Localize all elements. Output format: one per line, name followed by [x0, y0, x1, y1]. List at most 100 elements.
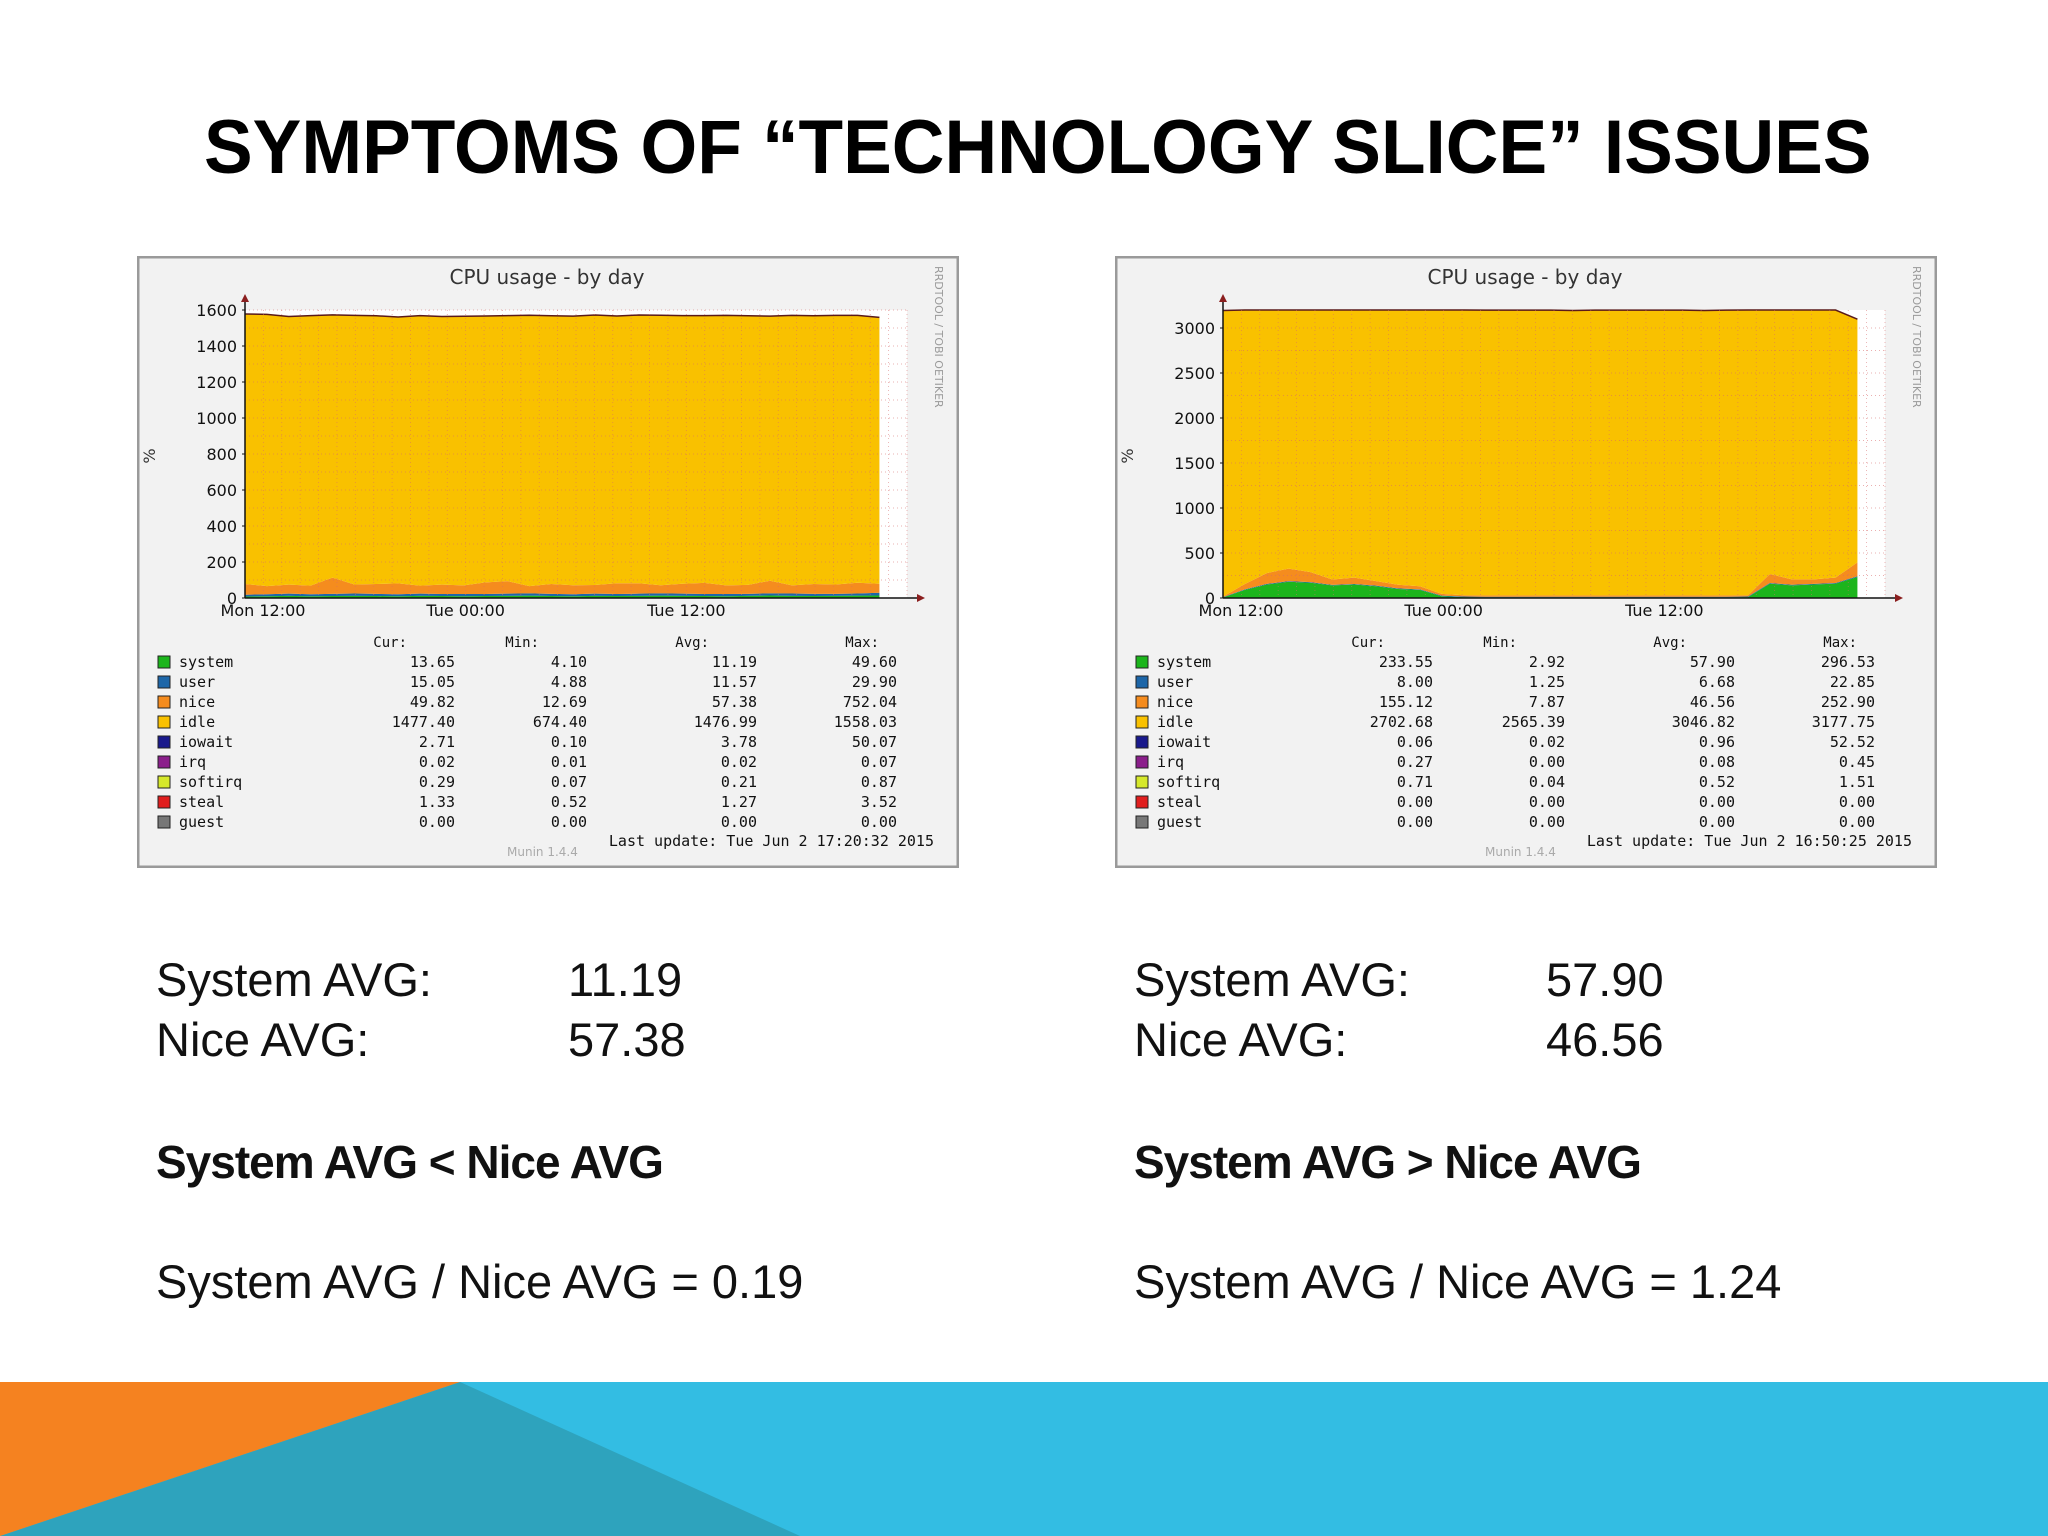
x-tick-label: Mon 12:00	[1199, 601, 1284, 620]
legend-value: 0.52	[1699, 773, 1735, 791]
legend-name: idle	[1157, 713, 1193, 731]
legend-header: Max:	[845, 635, 879, 651]
y-tick-label: 800	[206, 445, 237, 464]
legend-value: 11.19	[712, 653, 757, 671]
legend-value: 1476.99	[694, 713, 757, 731]
munin-version: Munin 1.4.4	[1485, 845, 1556, 859]
comparison-text: System AVG > Nice AVG	[1134, 1136, 1642, 1188]
legend-swatch-steal	[157, 795, 171, 809]
legend-header: Avg:	[675, 635, 709, 651]
legend-value: 0.00	[1397, 793, 1433, 811]
legend-value: 0.00	[1839, 813, 1875, 831]
y-tick-label: 3000	[1174, 319, 1215, 338]
series-nice	[245, 577, 880, 595]
legend-swatch-nice	[1135, 695, 1149, 709]
legend-value: 4.88	[551, 673, 587, 691]
legend-value: 3046.82	[1672, 713, 1735, 731]
legend-value: 0.00	[1529, 813, 1565, 831]
y-tick-label: 1000	[1174, 499, 1215, 518]
y-tick-label: 1200	[196, 373, 237, 392]
side-label: RRDTOOL / TOBI OETIKER	[1910, 266, 1923, 408]
legend-value: 0.00	[1699, 813, 1735, 831]
legend-value: 3.52	[861, 793, 897, 811]
x-tick-label: Tue 12:00	[1624, 601, 1704, 620]
legend-swatch-softirq	[1135, 775, 1149, 789]
legend-name: steal	[1157, 793, 1202, 811]
legend-swatch-steal	[1135, 795, 1149, 809]
series-system	[1223, 577, 1858, 598]
plot-layers	[244, 313, 880, 598]
nice-avg-value: 46.56	[1546, 1013, 1664, 1066]
legend-header: Min:	[1483, 635, 1517, 651]
legend-name: guest	[179, 813, 224, 831]
chart-title: CPU usage - by day	[1428, 265, 1623, 289]
legend-swatch-nice	[157, 695, 171, 709]
x-tick-label: Tue 12:00	[646, 601, 726, 620]
legend-value: 296.53	[1821, 653, 1875, 671]
legend-value: 4.10	[551, 653, 587, 671]
stats-right: System AVG: 57.90 Nice AVG: 46.56 System A…	[1134, 950, 1781, 1312]
series-user	[245, 592, 880, 597]
series-idle	[1223, 310, 1858, 597]
y-tick-label: 0	[227, 589, 237, 608]
y-tick-label: 2500	[1174, 364, 1215, 383]
legend-value: 0.96	[1699, 733, 1735, 751]
legend-value: 1.51	[1839, 773, 1875, 791]
y-axis-label: %	[140, 448, 159, 463]
legend-name: idle	[179, 713, 215, 731]
legend-value: 674.40	[533, 713, 587, 731]
legend-name: nice	[1157, 693, 1193, 711]
legend-name: nice	[179, 693, 215, 711]
legend-name: iowait	[1157, 733, 1211, 751]
legend-value: 1.25	[1529, 673, 1565, 691]
y-tick-label: 1000	[196, 409, 237, 428]
legend-value: 7.87	[1529, 693, 1565, 711]
y-tick-label: 1600	[196, 301, 237, 320]
y-tick-label: 2000	[1174, 409, 1215, 428]
system-avg-value: 11.19	[568, 953, 683, 1006]
y-axis-arrow	[241, 294, 249, 302]
y-tick-label: 500	[1184, 544, 1215, 563]
legend-value: 0.00	[1529, 753, 1565, 771]
legend-value: 46.56	[1690, 693, 1735, 711]
legend-value: 233.55	[1379, 653, 1433, 671]
legend-value: 0.02	[419, 753, 455, 771]
legend-swatch-guest	[1135, 815, 1149, 829]
legend-value: 0.00	[1839, 793, 1875, 811]
last-update: Last update: Tue Jun 2 17:20:32 2015	[609, 832, 934, 850]
x-tick-label: Mon 12:00	[221, 601, 306, 620]
legend-swatch-idle	[157, 715, 171, 729]
system-avg-label: System AVG:	[1134, 953, 1410, 1006]
legend-value: 2.92	[1529, 653, 1565, 671]
y-tick-label: 1400	[196, 337, 237, 356]
legend-value: 0.06	[1397, 733, 1433, 751]
x-axis-arrow	[917, 594, 925, 602]
legend-value: 0.00	[1397, 813, 1433, 831]
legend-value: 2.71	[419, 733, 455, 751]
legend-value: 752.04	[843, 693, 897, 711]
x-tick-label: Tue 00:00	[1403, 601, 1483, 620]
grid	[1222, 310, 1886, 599]
system-avg-value: 57.90	[1546, 953, 1664, 1006]
legend-value: 1.27	[721, 793, 757, 811]
legend-value: 0.27	[1397, 753, 1433, 771]
legend-name: iowait	[179, 733, 233, 751]
y-tick-label: 400	[206, 517, 237, 536]
legend-value: 155.12	[1379, 693, 1433, 711]
legend-value: 8.00	[1397, 673, 1433, 691]
footer-orange-shape	[0, 1382, 460, 1536]
legend-value: 1477.40	[392, 713, 455, 731]
legend-value: 15.05	[410, 673, 455, 691]
legend-value: 11.57	[712, 673, 757, 691]
legend-value: 0.01	[551, 753, 587, 771]
footer-decoration	[0, 1382, 2048, 1536]
legend-value: 0.08	[1699, 753, 1735, 771]
y-tick-label: 200	[206, 553, 237, 572]
legend-value: 0.07	[861, 753, 897, 771]
legend-value: 6.68	[1699, 673, 1735, 691]
legend-value: 1558.03	[834, 713, 897, 731]
cpu-graph-right: CPU usage - by day RRDTOOL / TOBI OETIKER…	[1115, 256, 1937, 868]
legend-value: 0.02	[721, 753, 757, 771]
chart-title: CPU usage - by day	[450, 265, 645, 289]
legend-header: Cur:	[373, 635, 407, 651]
